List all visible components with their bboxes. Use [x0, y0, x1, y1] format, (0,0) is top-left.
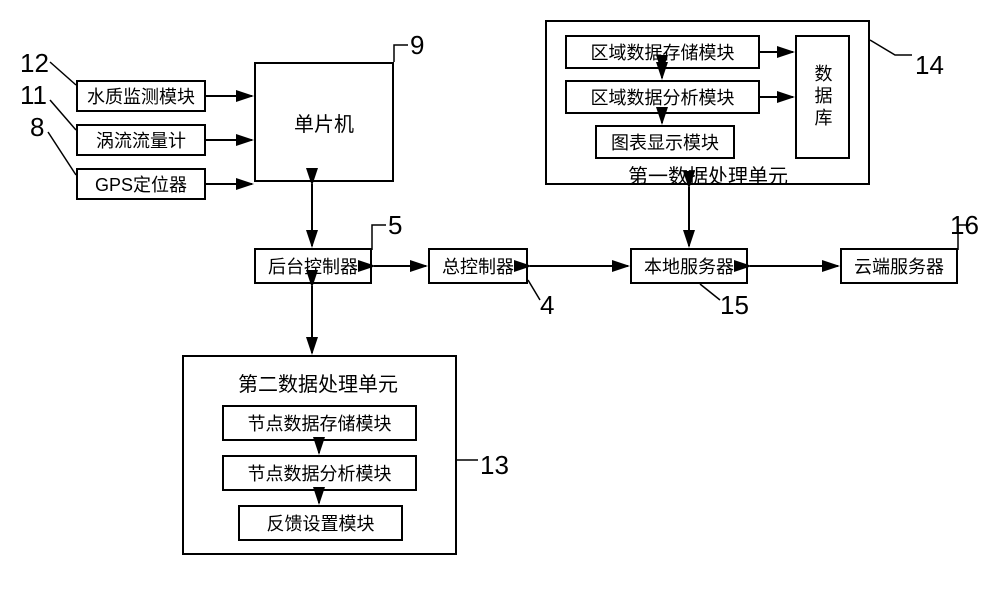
- second-data-unit-title: 第二数据处理单元: [238, 368, 398, 397]
- region-data-store: 区域数据存储模块: [565, 35, 760, 69]
- chart-display: 图表显示模块: [595, 125, 735, 159]
- label-11: 11: [20, 80, 47, 111]
- region-data-analyze: 区域数据分析模块: [565, 80, 760, 114]
- label-12: 12: [20, 48, 49, 79]
- gps-locator: GPS定位器: [76, 168, 206, 200]
- label-8: 8: [30, 112, 44, 143]
- feedback-setting: 反馈设置模块: [238, 505, 403, 541]
- database: 数据库: [795, 35, 850, 159]
- vortex-flowmeter: 涡流流量计: [76, 124, 206, 156]
- label-13: 13: [480, 450, 509, 481]
- first-data-unit-title: 第一数据处理单元: [628, 160, 788, 189]
- node-data-store: 节点数据存储模块: [222, 405, 417, 441]
- back-controller: 后台控制器: [254, 248, 372, 284]
- label-15: 15: [720, 290, 749, 321]
- water-quality-module: 水质监测模块: [76, 80, 206, 112]
- label-4: 4: [540, 290, 554, 321]
- label-16: 16: [950, 210, 979, 241]
- label-9: 9: [410, 30, 424, 61]
- local-server: 本地服务器: [630, 248, 748, 284]
- label-5: 5: [388, 210, 402, 241]
- mcu: 单片机: [254, 62, 394, 182]
- master-controller: 总控制器: [428, 248, 528, 284]
- node-data-analyze: 节点数据分析模块: [222, 455, 417, 491]
- label-14: 14: [915, 50, 944, 81]
- cloud-server: 云端服务器: [840, 248, 958, 284]
